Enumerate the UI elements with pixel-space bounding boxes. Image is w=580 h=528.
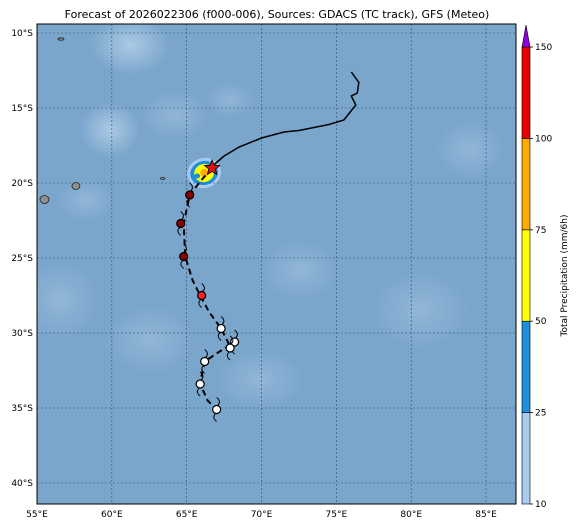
past-track-line (213, 71, 360, 166)
storm-symbols-layer (176, 158, 240, 422)
map-area (37, 24, 516, 504)
lat-tick-label: 35°S (11, 404, 33, 414)
longitude-ticks: 55°E 60°E 65°E 70°E 75°E 80°E 85°E (26, 510, 497, 520)
colorbar-bin (521, 412, 531, 505)
lat-tick-label: 15°S (11, 104, 33, 114)
lat-tick-label: 30°S (11, 329, 33, 339)
ocean-haze (37, 24, 505, 410)
lon-tick-label: 75°E (326, 510, 348, 520)
colorbar: 10 25 50 75 100 150 Total Precipitation (mm/6h… (521, 24, 570, 510)
colorbar-bin (521, 320, 531, 413)
lat-tick-label: 20°S (11, 179, 33, 189)
precip-contour-4 (200, 169, 209, 177)
island-rodrigues (160, 177, 166, 180)
lon-tick-label: 60°E (101, 510, 123, 520)
forecast-track-line (182, 167, 236, 411)
colorbar-tick-label: 50 (535, 317, 547, 327)
cyclone-symbol (176, 211, 186, 236)
precip-contour-inner (194, 173, 201, 179)
colorbar-tick-label: 25 (535, 409, 546, 419)
track-layer (182, 71, 360, 411)
cyclone-symbol (225, 335, 235, 361)
cyclone-symbol (195, 371, 205, 397)
cyclone-symbol (197, 283, 207, 308)
current-position-star (203, 158, 221, 176)
lon-tick-label: 70°E (251, 510, 273, 520)
island-runion (39, 195, 50, 204)
lon-tick-label: 55°E (26, 510, 48, 520)
latitude-ticks: 10°S 15°S 20°S 25°S 30°S 35°S 40°S (11, 29, 33, 489)
island-mauritius (71, 182, 81, 190)
cyclone-symbol (212, 397, 222, 422)
colorbar-bin (521, 229, 531, 322)
colorbar-title: Total Precipitation (mm/6h) (560, 214, 570, 337)
map-frame (36, 23, 517, 505)
island-agalega (57, 37, 65, 41)
cyclone-symbol (179, 244, 189, 269)
map-title: Forecast of 2026022306 (f000-006), Sourc… (64, 8, 490, 21)
cyclone-symbol (185, 182, 195, 208)
colorbar-extend-arrow (521, 24, 531, 48)
colorbar-tick-label: 10 (535, 500, 547, 510)
cyclone-symbol (216, 316, 226, 341)
colorbar-tick-label: 150 (535, 43, 552, 53)
colorbar-bin (521, 46, 531, 139)
lat-tick-label: 40°S (11, 479, 33, 489)
colorbar-tick-label: 100 (535, 134, 552, 144)
lat-tick-label: 25°S (11, 254, 33, 264)
lat-tick-label: 10°S (11, 29, 33, 39)
lon-tick-label: 85°E (475, 510, 497, 520)
colorbar-bin (521, 138, 531, 231)
lon-tick-label: 65°E (176, 510, 198, 520)
islands-layer (39, 37, 166, 204)
cyclone-symbol (200, 349, 210, 374)
lon-tick-label: 80°E (400, 510, 422, 520)
colorbar-tick-label: 75 (535, 226, 546, 236)
